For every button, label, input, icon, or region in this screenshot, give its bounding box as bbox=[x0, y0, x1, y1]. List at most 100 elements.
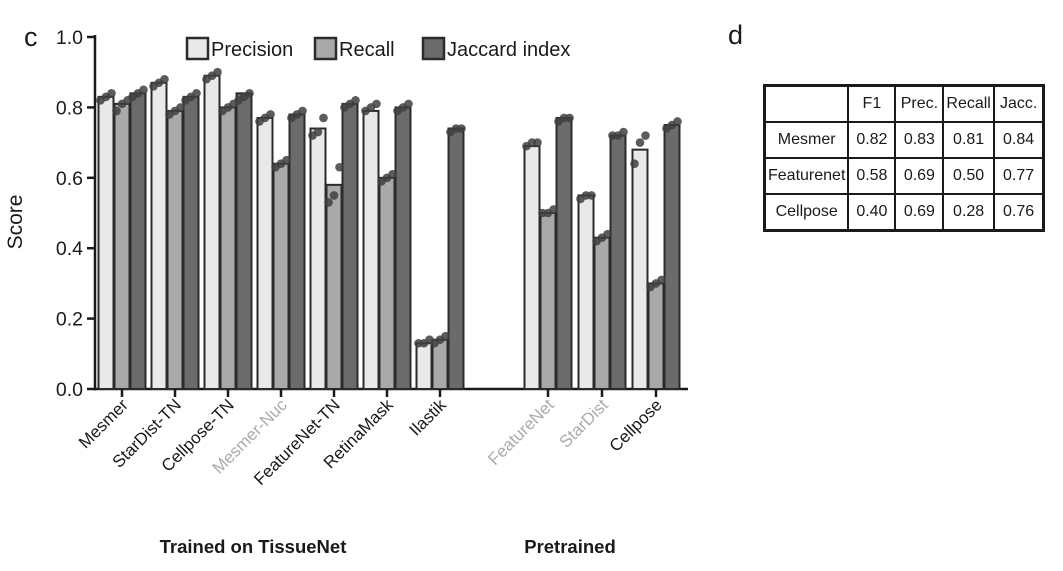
chart-data-point bbox=[565, 113, 574, 123]
y-tick-label: 0.6 bbox=[56, 168, 83, 190]
chart-data-point bbox=[335, 162, 344, 172]
table-value-cell: 0.83 bbox=[894, 121, 945, 159]
chart-data-point bbox=[657, 275, 666, 285]
chart-bar bbox=[415, 342, 433, 390]
chart-bar bbox=[447, 127, 465, 391]
chart-data-point bbox=[351, 96, 360, 105]
chart-data-point bbox=[112, 106, 121, 116]
table-row: Mesmer 0.82 0.83 0.81 0.84 bbox=[763, 121, 1045, 159]
chart-bar bbox=[609, 134, 627, 390]
chart-data-point bbox=[587, 191, 596, 200]
legend-label: Recall bbox=[339, 39, 395, 61]
table-header-cell: Prec. bbox=[894, 84, 945, 123]
table-value-cell: 0.77 bbox=[992, 157, 1045, 195]
chart-data-point bbox=[630, 159, 639, 169]
chart-bar bbox=[235, 92, 253, 390]
chart-bar bbox=[539, 212, 557, 390]
chart-bar bbox=[341, 102, 359, 390]
chart-data-point bbox=[213, 67, 222, 77]
chart-data-point bbox=[329, 191, 339, 200]
chart-bar bbox=[631, 148, 649, 390]
chart-data-point bbox=[139, 85, 148, 95]
chart-data-point bbox=[603, 229, 612, 239]
score-bar-chart: 0.00.20.40.60.81.0ScoreMesmerStarDist-TN… bbox=[4, 27, 688, 557]
chart-data-point bbox=[404, 99, 413, 109]
y-tick-label: 0.0 bbox=[56, 379, 83, 401]
chart-data-point bbox=[107, 89, 116, 98]
chart-bar bbox=[288, 113, 306, 390]
chart-data-point bbox=[549, 205, 558, 214]
chart-bar bbox=[150, 81, 168, 390]
y-tick-label: 0.2 bbox=[56, 309, 83, 331]
chart-data-point bbox=[245, 89, 254, 98]
table-value-cell: 0.69 bbox=[894, 157, 945, 195]
y-tick-label: 0.4 bbox=[56, 238, 83, 260]
chart-data-point bbox=[641, 131, 650, 140]
table-header-cell bbox=[763, 84, 850, 123]
table-header-row: F1 Prec. Recall Jacc. bbox=[763, 84, 1045, 123]
table-row: Featurenet 0.58 0.69 0.50 0.77 bbox=[763, 157, 1045, 195]
chart-bar bbox=[394, 106, 412, 391]
chart-data-point bbox=[533, 138, 542, 147]
table-value-cell: 0.76 bbox=[992, 193, 1045, 232]
chart-bar bbox=[593, 236, 611, 390]
chart-bar bbox=[523, 145, 541, 390]
chart-data-point bbox=[457, 124, 466, 133]
table-value-cell: 0.50 bbox=[942, 157, 995, 195]
chart-bar bbox=[663, 124, 681, 390]
chart-data-point bbox=[673, 117, 682, 126]
chart-bar bbox=[113, 102, 131, 390]
chart-data-point bbox=[635, 138, 645, 147]
chart-bar bbox=[182, 95, 200, 390]
chart-bar bbox=[166, 109, 184, 390]
chart-bar bbox=[577, 194, 595, 390]
category-label: Cellpose bbox=[606, 395, 666, 455]
category-label: StarDist bbox=[556, 395, 612, 451]
chart-bar bbox=[129, 92, 147, 390]
panel-c-label: c bbox=[24, 22, 38, 52]
chart-data-point bbox=[313, 127, 323, 137]
metrics-table-head: F1 Prec. Recall Jacc. bbox=[763, 84, 1045, 123]
legend-swatch bbox=[185, 36, 210, 61]
chart-data-point bbox=[282, 155, 291, 165]
y-tick-label: 1.0 bbox=[56, 27, 83, 49]
y-tick-label: 0.8 bbox=[56, 97, 83, 119]
chart-bar bbox=[272, 162, 290, 390]
table-value-cell: 0.82 bbox=[847, 121, 897, 159]
category-label: FeatureNet bbox=[484, 395, 558, 469]
chart-bar bbox=[309, 127, 327, 391]
chart-data-point bbox=[319, 113, 328, 123]
section-label: Trained on TissueNet bbox=[160, 536, 347, 557]
metrics-table: F1 Prec. Recall Jacc. Mesmer 0.82 0.83 0.81 0.8… bbox=[763, 84, 1046, 232]
chart-data-point bbox=[441, 331, 450, 341]
chart-bar bbox=[219, 106, 237, 391]
chart-data-point bbox=[298, 106, 307, 116]
table-value-cell: 0.69 bbox=[894, 193, 945, 232]
table-value-cell: 0.58 bbox=[847, 157, 897, 195]
chart-data-point bbox=[372, 99, 381, 109]
table-row-name: Mesmer bbox=[763, 121, 850, 159]
chart-bar bbox=[378, 176, 396, 390]
chart-data-point bbox=[176, 103, 185, 112]
legend-swatch bbox=[421, 36, 446, 61]
chart-data-point bbox=[192, 89, 201, 98]
table-header-cell: Recall bbox=[942, 84, 995, 123]
chart-data-point bbox=[324, 198, 333, 207]
category-label: Ilastik bbox=[406, 395, 451, 440]
chart-data-point bbox=[388, 169, 397, 179]
table-value-cell: 0.84 bbox=[992, 121, 1045, 159]
table-row-name: Featurenet bbox=[763, 157, 850, 195]
table-header-cell: F1 bbox=[847, 84, 897, 123]
legend-label: Precision bbox=[211, 39, 293, 61]
chart-data-point bbox=[619, 127, 628, 137]
chart-bar bbox=[647, 282, 665, 390]
table-row: Cellpose 0.40 0.69 0.28 0.76 bbox=[763, 193, 1045, 232]
table-row-name: Cellpose bbox=[763, 193, 850, 232]
chart-bar bbox=[97, 95, 115, 390]
table-value-cell: 0.28 bbox=[942, 193, 995, 232]
chart-data-point bbox=[266, 110, 275, 119]
panel-d-label: d bbox=[728, 20, 744, 50]
table-value-cell: 0.40 bbox=[847, 193, 897, 232]
section-label: Pretrained bbox=[524, 536, 616, 557]
